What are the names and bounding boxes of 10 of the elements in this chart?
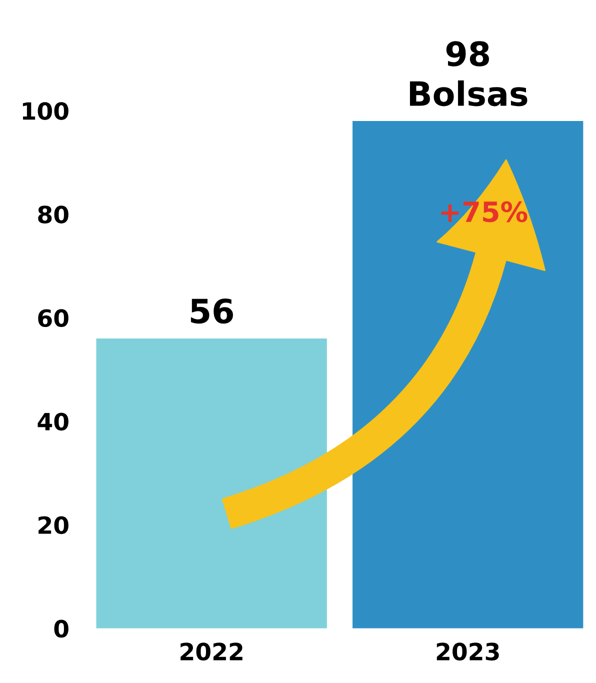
x-tick-label: 2023 [436, 642, 499, 661]
y-tick-label: 20 [38, 516, 68, 534]
y-tick-label: 60 [38, 309, 68, 328]
data-label: 98 Bolsas [410, 41, 528, 106]
y-tick-label: 40 [38, 412, 68, 431]
data-label: 56 [190, 298, 233, 324]
y-tick-label: 80 [38, 206, 68, 224]
y-tick-label: 0 [54, 620, 68, 638]
x-tick-label: 2022 [180, 642, 242, 661]
y-tick-label: 100 [22, 102, 68, 120]
